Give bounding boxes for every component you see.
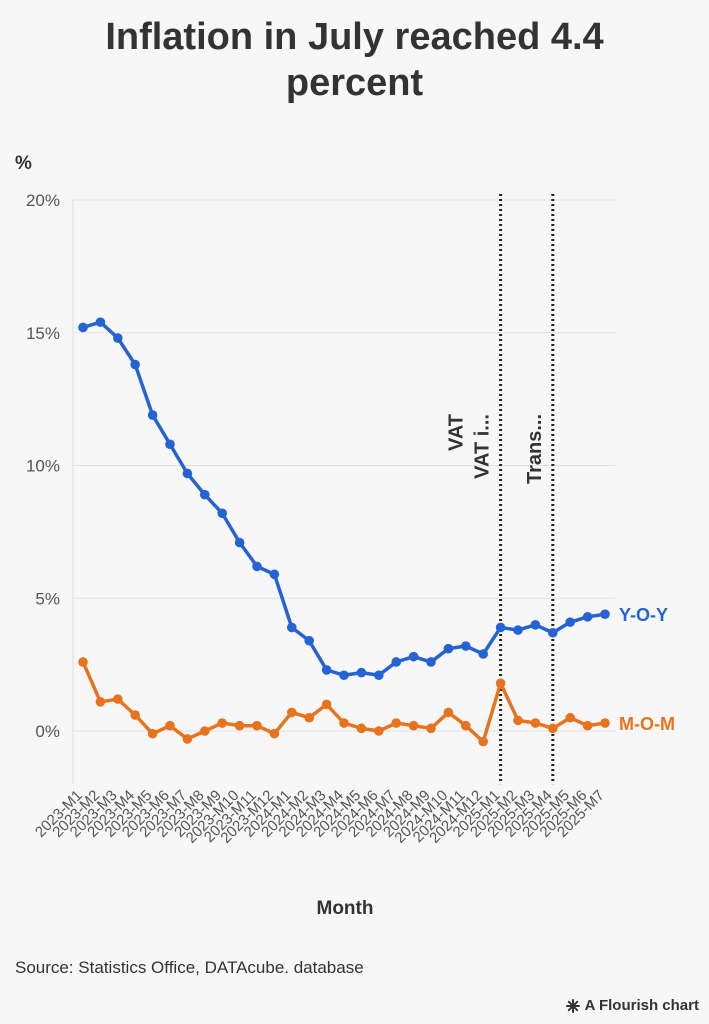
flourish-asterisk-icon [565, 998, 580, 1013]
series-group: Y-O-Y M-O-M [78, 317, 675, 747]
data-point[interactable] [269, 728, 280, 739]
data-point[interactable] [304, 712, 315, 723]
data-point[interactable] [304, 635, 315, 646]
annotation-label: VAT i... [472, 414, 494, 479]
data-point[interactable] [478, 649, 489, 659]
data-point[interactable] [113, 694, 123, 704]
data-point[interactable] [287, 622, 297, 633]
data-point[interactable] [495, 678, 506, 689]
data-point[interactable] [78, 657, 88, 667]
data-point[interactable] [548, 723, 558, 734]
data-point[interactable] [391, 718, 402, 728]
data-point[interactable] [513, 625, 523, 635]
y-axis-label: % [15, 153, 32, 174]
data-point[interactable] [600, 718, 610, 728]
data-point[interactable] [408, 651, 419, 662]
x-axis-ticks: 2023-M12023-M22023-M32023-M42023-M52023-… [32, 787, 608, 847]
y-tick-label: 5% [35, 589, 60, 608]
data-point[interactable] [582, 720, 593, 731]
y-tick-label: 20% [26, 191, 60, 210]
data-point[interactable] [321, 699, 332, 710]
data-point[interactable] [600, 609, 610, 619]
data-point[interactable] [530, 620, 541, 630]
data-point[interactable] [130, 710, 140, 720]
data-point[interactable] [565, 712, 575, 723]
data-point[interactable] [200, 726, 210, 736]
data-point[interactable] [95, 696, 106, 707]
data-point[interactable] [147, 410, 158, 420]
series-label: M-O-M [619, 714, 675, 734]
data-point[interactable] [374, 726, 384, 736]
data-point[interactable] [461, 720, 471, 731]
data-point[interactable] [426, 723, 436, 734]
credit-text: A Flourish chart [584, 997, 699, 1014]
data-point[interactable] [287, 707, 297, 718]
data-point[interactable] [374, 670, 384, 681]
data-point[interactable] [443, 643, 454, 654]
series-line [81, 320, 607, 677]
data-point[interactable] [339, 718, 349, 728]
annotation-label: Trans... [524, 414, 546, 484]
data-point[interactable] [182, 468, 193, 479]
data-point[interactable] [548, 627, 558, 638]
chart-title: Inflation in July reached 4.4 percent [105, 16, 604, 104]
source-note: Source: Statistics Office, DATAcube. dat… [15, 958, 364, 977]
y-tick-label: 10% [26, 457, 60, 476]
line-chart: % 0% 5% 10% 15% 20% 2023-M12023-M22023-M3202… [15, 153, 675, 919]
data-point[interactable] [391, 657, 402, 667]
data-point[interactable] [269, 569, 280, 580]
data-point[interactable] [182, 734, 193, 744]
data-point[interactable] [426, 657, 436, 667]
y-tick-label: 0% [35, 722, 60, 741]
data-point[interactable] [513, 715, 523, 726]
data-point[interactable] [356, 723, 367, 734]
data-point[interactable] [113, 333, 123, 343]
event-annotations: VAT VAT i... Trans... [446, 194, 555, 785]
data-point[interactable] [165, 720, 175, 731]
data-point[interactable] [78, 322, 88, 333]
data-point[interactable] [582, 612, 593, 622]
data-point[interactable] [252, 720, 262, 731]
annotation-label: VAT [446, 414, 468, 451]
data-point[interactable] [356, 667, 367, 678]
data-point[interactable] [252, 561, 262, 572]
y-tick-label: 15% [26, 324, 60, 343]
grid-lines [72, 199, 615, 785]
data-point[interactable] [339, 670, 349, 681]
data-point[interactable] [147, 728, 158, 739]
x-axis-label: Month [317, 898, 374, 919]
data-point[interactable] [217, 718, 227, 728]
data-point[interactable] [217, 508, 227, 519]
y-axis-ticks: 0% 5% 10% 15% 20% [26, 191, 60, 741]
data-point[interactable] [234, 720, 245, 731]
data-point[interactable] [478, 736, 489, 747]
data-point[interactable] [130, 359, 140, 370]
data-point[interactable] [565, 617, 575, 627]
data-point[interactable] [408, 720, 419, 731]
data-point[interactable] [200, 489, 210, 500]
data-point[interactable] [234, 537, 245, 548]
data-point[interactable] [461, 641, 471, 651]
data-point[interactable] [530, 718, 541, 728]
data-point[interactable] [495, 622, 506, 633]
data-point[interactable] [321, 665, 332, 675]
series-label: Y-O-Y [619, 605, 668, 625]
data-point[interactable] [443, 707, 454, 718]
data-point[interactable] [95, 317, 106, 327]
data-point[interactable] [165, 439, 175, 450]
flourish-credit[interactable]: A Flourish chart [565, 997, 699, 1014]
